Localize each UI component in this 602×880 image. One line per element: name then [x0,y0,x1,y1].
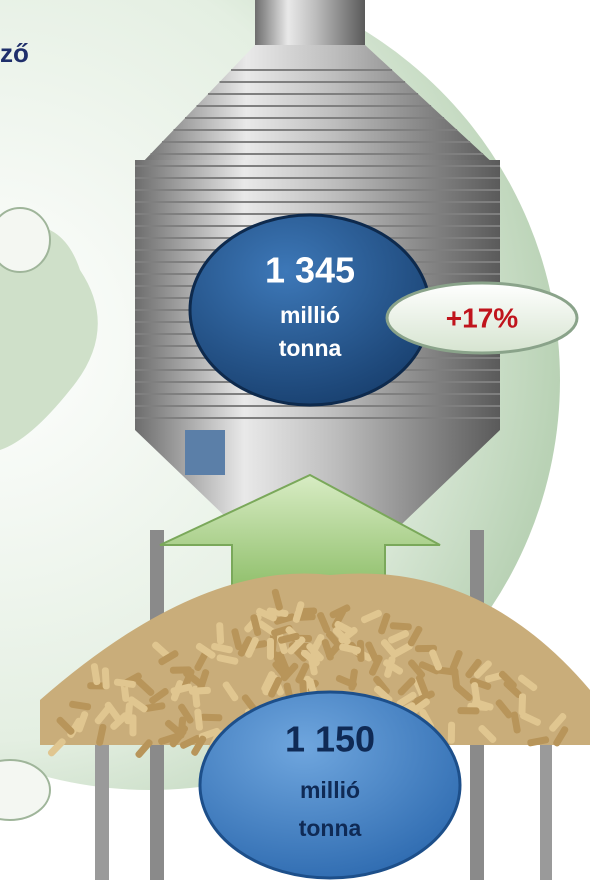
upper-measure: tonna [279,335,342,361]
lower-unit: millió [300,777,360,803]
lower-value: 1 150 [285,719,375,760]
pellet [102,667,110,689]
page: ző tonna tonna 1 345 millió tonna +17% 1… [0,0,602,880]
change-value: +17% [446,302,518,333]
pellet [518,693,526,715]
infographic: ző tonna tonna 1 345 millió tonna +17% 1… [0,0,602,880]
pellet [200,714,222,722]
pellet [448,722,455,744]
pellet [457,707,479,714]
pellet [129,714,136,736]
pellet [267,638,274,660]
upper-value: 1 345 [265,250,355,291]
globe-bubble [0,208,50,272]
bg-text: ző [0,38,29,68]
pellet [216,622,224,644]
lower-measure: tonna [299,815,362,841]
upper-unit: millió [280,302,340,328]
